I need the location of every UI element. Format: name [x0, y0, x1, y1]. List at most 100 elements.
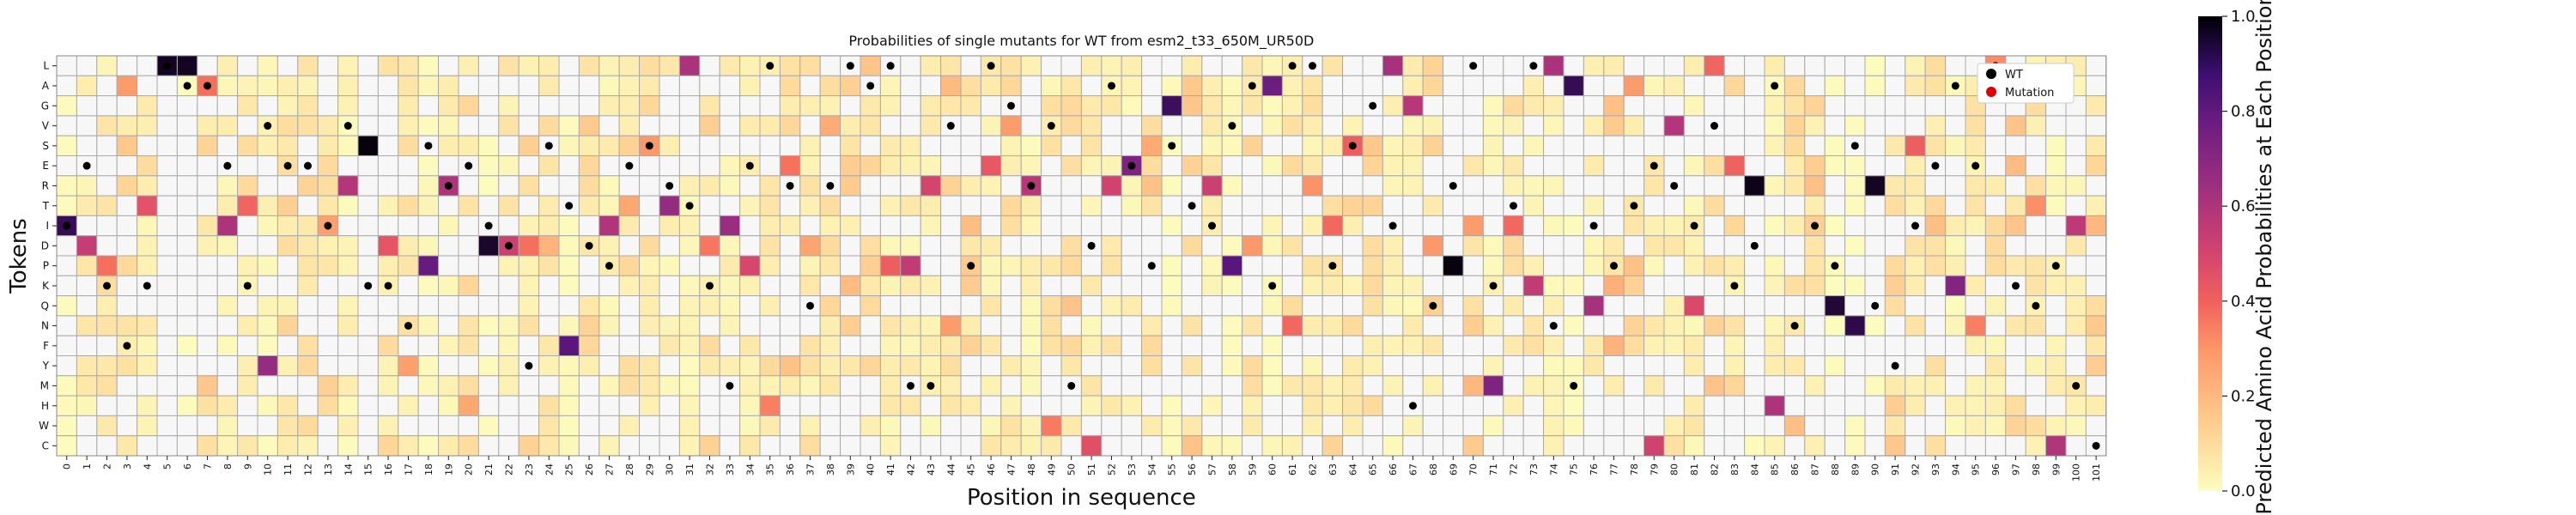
heatmap-cell	[518, 95, 540, 117]
x-tick-label: 36	[785, 464, 796, 476]
heatmap-cell	[1804, 375, 1826, 397]
heatmap-cell	[879, 95, 902, 117]
heatmap-cell	[538, 235, 560, 257]
heatmap-cell	[1041, 215, 1062, 237]
heatmap-cell	[1201, 155, 1223, 177]
heatmap-cell	[879, 275, 902, 297]
heatmap-cell	[779, 355, 801, 377]
heatmap-cell	[1482, 75, 1504, 97]
heatmap-cell	[538, 155, 560, 177]
heatmap-cell	[216, 295, 239, 317]
heatmap-cell	[176, 215, 198, 237]
heatmap-cell	[1984, 295, 2007, 317]
heatmap-cell	[860, 135, 881, 156]
heatmap-cell	[1402, 435, 1424, 457]
heatmap-cell	[739, 135, 761, 156]
x-tick-label: 88	[1830, 464, 1841, 476]
heatmap-cell	[176, 315, 198, 336]
wt-marker	[745, 161, 754, 170]
heatmap-cell	[518, 135, 540, 156]
heatmap-cell	[216, 55, 239, 76]
heatmap-cell	[1583, 115, 1605, 136]
heatmap-cell	[618, 55, 641, 76]
heatmap-cell	[438, 335, 459, 357]
heatmap-cell	[156, 75, 178, 97]
heatmap-cell	[1623, 155, 1645, 177]
heatmap-cell	[739, 75, 761, 97]
wt-marker	[907, 381, 914, 390]
heatmap-cell	[1101, 95, 1122, 117]
heatmap-cell	[477, 155, 500, 177]
heatmap-cell	[1603, 195, 1625, 216]
heatmap-cell	[759, 435, 781, 457]
heatmap-cell	[116, 215, 138, 237]
heatmap-cell	[719, 415, 741, 437]
x-tick-label: 11	[283, 464, 294, 476]
heatmap-cell	[1603, 135, 1625, 156]
heatmap-cell	[96, 95, 118, 117]
heatmap-cell	[176, 355, 198, 377]
heatmap-cell	[2025, 395, 2047, 416]
heatmap-cell	[1864, 435, 1886, 457]
heatmap-cell	[1804, 415, 1826, 437]
heatmap-cell	[317, 235, 339, 257]
heatmap-cell	[1683, 155, 1705, 177]
heatmap-cell	[1261, 315, 1283, 336]
heatmap-cell	[558, 115, 580, 136]
heatmap-cell	[1984, 435, 2007, 457]
heatmap-cell	[1101, 395, 1122, 416]
y-tick-label: N	[41, 320, 49, 332]
heatmap-cell	[116, 375, 138, 397]
heatmap-cell	[1302, 335, 1323, 357]
heatmap-cell	[558, 135, 580, 156]
heatmap-cell	[2065, 355, 2087, 377]
heatmap-cell	[1422, 135, 1444, 156]
heatmap-cell	[237, 415, 258, 437]
x-tick-label: 4	[142, 464, 153, 470]
heatmap-cell	[1402, 215, 1424, 237]
heatmap-cell	[739, 375, 761, 397]
heatmap-cell	[156, 215, 178, 237]
heatmap-cell	[1623, 235, 1645, 257]
heatmap-cell	[1543, 275, 1564, 297]
heatmap-cell	[840, 415, 861, 437]
wt-marker	[1670, 181, 1679, 190]
heatmap-cell	[276, 95, 299, 117]
heatmap-cell	[578, 55, 600, 76]
heatmap-cell	[1704, 235, 1725, 257]
heatmap-cell	[1060, 315, 1082, 336]
heatmap-cell	[578, 175, 600, 197]
heatmap-cell	[578, 215, 600, 237]
heatmap-cell	[1864, 375, 1886, 397]
heatmap-cell	[2025, 275, 2047, 297]
heatmap-cell	[1482, 95, 1504, 117]
heatmap-cell	[1221, 395, 1243, 416]
heatmap-cell	[1080, 55, 1103, 76]
heatmap-cell	[1783, 415, 1806, 437]
heatmap-cell	[1201, 175, 1223, 197]
heatmap-cell	[216, 135, 239, 156]
heatmap-cell	[1844, 215, 1866, 237]
heatmap-cell	[1101, 315, 1122, 336]
heatmap-cell	[2025, 175, 2047, 197]
heatmap-cell	[1844, 195, 1866, 216]
heatmap-cell	[538, 275, 560, 297]
heatmap-cell	[719, 235, 741, 257]
heatmap-cell	[2065, 335, 2087, 357]
heatmap-cell	[678, 115, 701, 136]
heatmap-cell	[1382, 55, 1404, 76]
heatmap-cell	[438, 75, 459, 97]
heatmap-cell	[1522, 355, 1545, 377]
heatmap-cell	[940, 135, 962, 156]
heatmap-cell	[578, 115, 600, 136]
heatmap-cell	[840, 195, 861, 216]
heatmap-cell	[276, 195, 299, 216]
heatmap-cell	[1201, 435, 1223, 457]
heatmap-cell	[498, 375, 519, 397]
heatmap-cell	[699, 115, 720, 136]
heatmap-cell	[1080, 255, 1103, 276]
heatmap-cell	[900, 215, 921, 237]
wt-marker	[1549, 322, 1558, 330]
heatmap-cell	[1543, 375, 1564, 397]
heatmap-cell	[276, 355, 299, 377]
